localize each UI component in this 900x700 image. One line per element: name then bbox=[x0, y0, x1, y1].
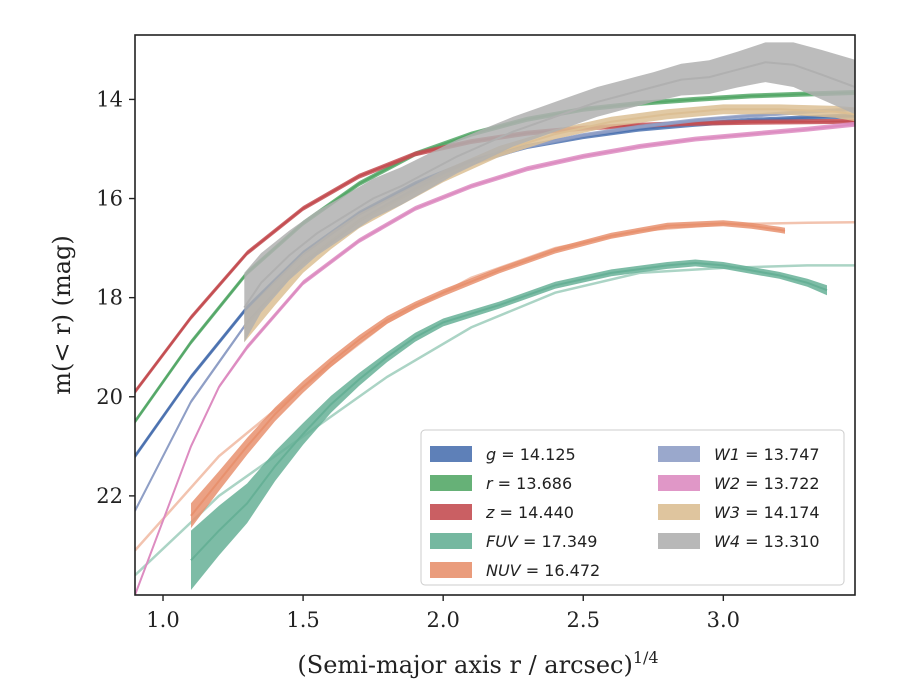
series-model-line-fuv bbox=[135, 264, 855, 577]
legend-swatch-z bbox=[430, 504, 472, 520]
legend-swatch-w4 bbox=[658, 533, 700, 549]
legend-label-w1: W1 = 13.747 bbox=[714, 445, 820, 464]
y-tick-label: 22 bbox=[96, 484, 123, 508]
x-tick-label: 2.5 bbox=[567, 608, 600, 632]
y-tick-label: 14 bbox=[96, 87, 123, 111]
y-tick-label: 16 bbox=[96, 187, 123, 211]
series-line-fuv bbox=[190, 261, 828, 561]
legend-label-w2: W2 = 13.722 bbox=[714, 474, 820, 493]
legend-label-variable: W1 bbox=[714, 445, 740, 464]
legend-label-variable: FUV bbox=[486, 532, 519, 551]
legend-swatch-w1 bbox=[658, 446, 700, 462]
series-band-w3 bbox=[244, 104, 855, 343]
legend-swatch-w3 bbox=[658, 504, 700, 520]
y-tick-label: 20 bbox=[96, 385, 123, 409]
legend-swatch-g bbox=[430, 446, 472, 462]
x-axis-label-text: (Semi-major axis r / arcsec) bbox=[297, 651, 632, 679]
legend-label-variable: W3 bbox=[714, 503, 740, 522]
legend-label-nuv: NUV = 16.472 bbox=[486, 561, 600, 580]
y-tick-label: 18 bbox=[96, 286, 123, 310]
legend-label-value: = 17.349 bbox=[518, 532, 598, 551]
legend-label-value: = 13.310 bbox=[740, 532, 820, 551]
legend-label-z: z = 14.440 bbox=[485, 503, 574, 522]
x-axis-label-superscript: 1/4 bbox=[633, 648, 659, 667]
series-line-nuv bbox=[190, 222, 786, 517]
legend-label-value: = 16.472 bbox=[521, 561, 601, 580]
legend-label-variable: NUV bbox=[486, 561, 522, 580]
y-axis-label: m(< r) (mag) bbox=[48, 235, 76, 394]
series-line-w2 bbox=[135, 123, 855, 595]
x-tick-label: 2.0 bbox=[426, 608, 459, 632]
legend-label-variable: W4 bbox=[714, 532, 740, 551]
legend-label-w4: W4 = 13.310 bbox=[714, 532, 820, 551]
legend-swatch-w2 bbox=[658, 475, 700, 491]
legend-label-value: = 13.686 bbox=[493, 474, 573, 493]
legend-label-value: = 14.440 bbox=[494, 503, 574, 522]
legend-label-value: = 13.747 bbox=[740, 445, 820, 464]
x-tick-label: 3.0 bbox=[707, 608, 740, 632]
series-band-w4 bbox=[244, 42, 855, 343]
legend-swatch-r bbox=[430, 475, 472, 491]
x-axis-label: (Semi-major axis r / arcsec)1/4 bbox=[297, 648, 658, 679]
series-band-fuv bbox=[191, 259, 827, 590]
legend-label-g: g = 14.125 bbox=[486, 445, 576, 464]
legend-label-fuv: FUV = 17.349 bbox=[486, 532, 597, 551]
legend-box bbox=[420, 429, 845, 586]
legend-label-variable: W2 bbox=[714, 474, 740, 493]
series-layer bbox=[135, 42, 855, 595]
x-tick-label: 1.5 bbox=[286, 608, 319, 632]
legend-label-value: = 13.722 bbox=[740, 474, 820, 493]
legend-label-r: r = 13.686 bbox=[486, 474, 572, 493]
legend-label-variable: z bbox=[485, 503, 495, 522]
series-line-w4 bbox=[243, 61, 855, 309]
legend-label-value: = 14.125 bbox=[496, 445, 576, 464]
legend-label-variable: r bbox=[486, 474, 494, 493]
plot-frame bbox=[134, 34, 856, 596]
legend-label-variable: g bbox=[486, 445, 496, 464]
legend-swatch-nuv bbox=[430, 562, 472, 578]
legend-label-value: = 14.174 bbox=[740, 503, 820, 522]
legend-swatch-fuv bbox=[430, 533, 472, 549]
x-tick-label: 1.0 bbox=[146, 608, 179, 632]
ticks-layer: 1.0 1.5 2.0 2.5 3.0 14 16 18 20 22 bbox=[96, 87, 740, 632]
legend-label-w3: W3 = 14.174 bbox=[714, 503, 820, 522]
